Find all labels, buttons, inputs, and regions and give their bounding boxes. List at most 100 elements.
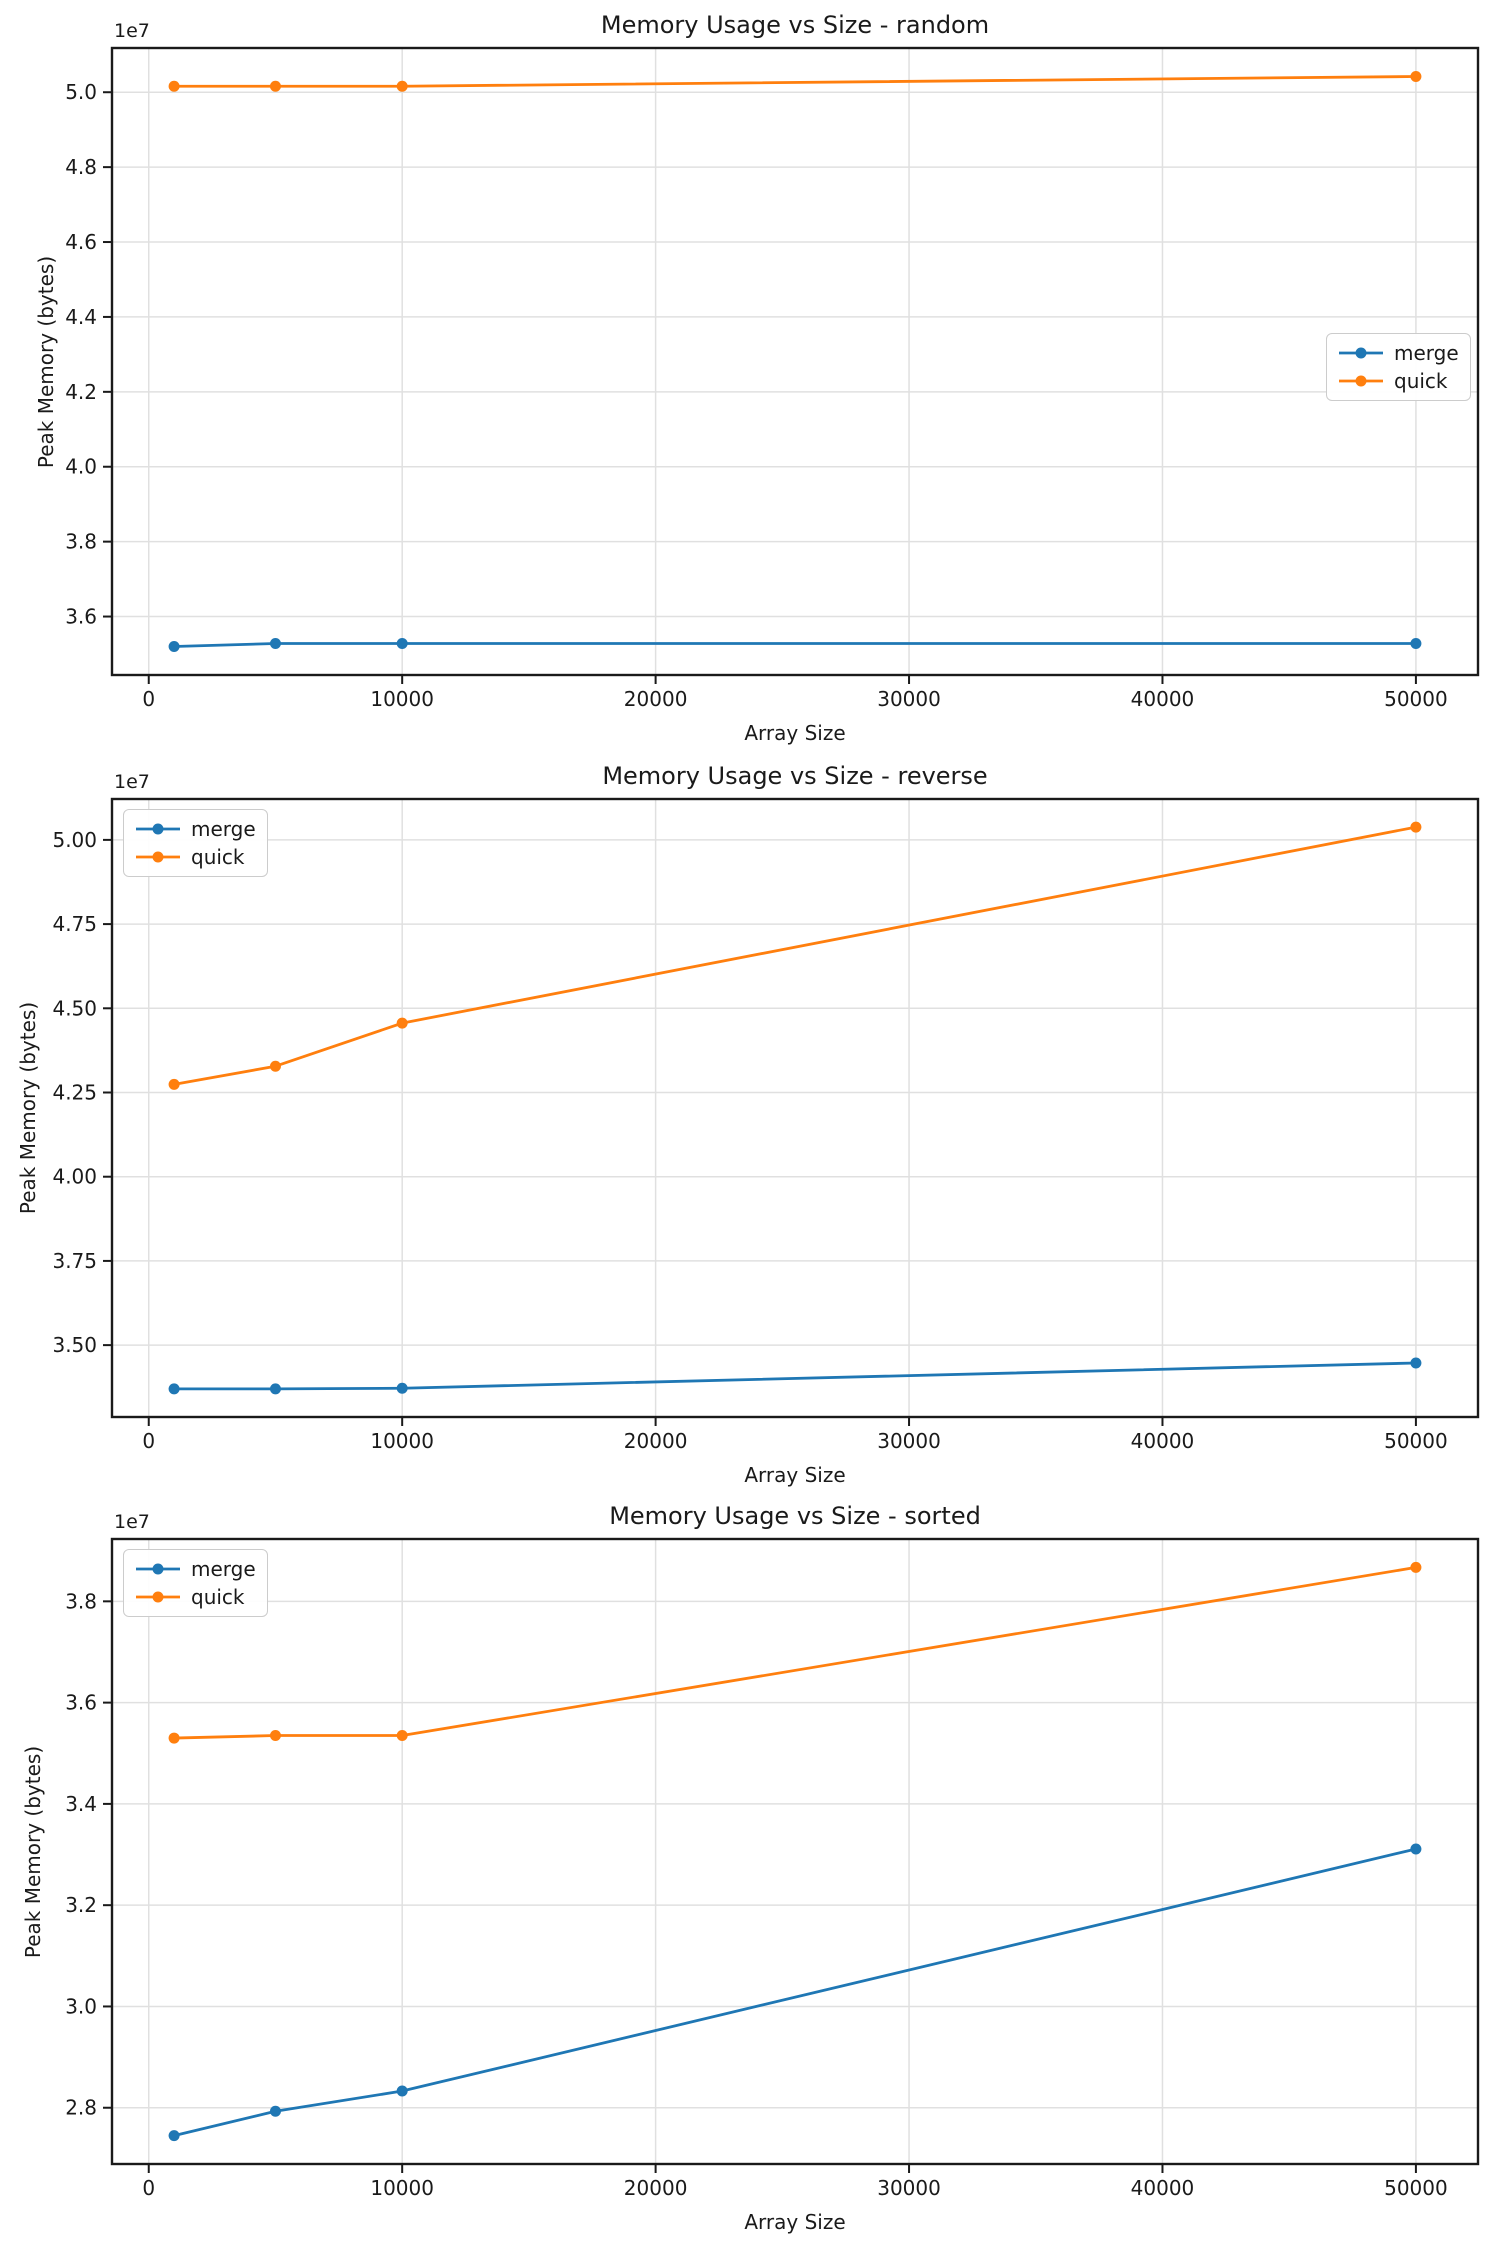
- y-tick-label: 3.6: [65, 605, 97, 629]
- legend-swatch-merge-icon: [136, 823, 180, 835]
- series-quick-2: [168, 1561, 1422, 1744]
- x-tick-label: 50000: [1384, 1429, 1448, 1453]
- legend-label-quick: quick: [1394, 369, 1448, 393]
- data-point-merge: [1410, 1843, 1422, 1855]
- y-tick-label: 4.50: [52, 996, 97, 1020]
- legend-0: merge quick: [1326, 333, 1471, 401]
- x-tick-label: 10000: [370, 2176, 434, 2200]
- chart-title-sorted: Memory Usage vs Size - sorted: [609, 1502, 981, 1530]
- data-point-merge: [396, 1382, 408, 1394]
- legend-item-quick: quick: [135, 843, 256, 871]
- x-tick-label: 40000: [1131, 687, 1195, 711]
- legend-item-merge: merge: [135, 815, 256, 843]
- legend-swatch-quick-icon: [1339, 375, 1383, 387]
- x-tick-label: 40000: [1131, 2176, 1195, 2200]
- x-tick-label: 20000: [624, 1429, 688, 1453]
- legend-label-merge: merge: [191, 1557, 256, 1581]
- legend-swatch-quick-icon: [136, 851, 180, 863]
- data-point-merge: [396, 2085, 408, 2097]
- grid-0: [112, 48, 1478, 675]
- data-point-quick: [269, 80, 281, 92]
- series-merge-2: [168, 1843, 1422, 2142]
- legend-swatch-merge-icon: [1339, 347, 1383, 359]
- y-tick-label: 4.00: [52, 1165, 97, 1189]
- y-tick-label: 3.75: [52, 1249, 97, 1273]
- tick-labels-0: 0 10000 20000 30000 40000 50000 3.6 3.8 4.0 4.2 4.…: [65, 80, 1448, 711]
- y-tick-label: 3.4: [65, 1792, 97, 1816]
- legend-label-quick: quick: [191, 845, 245, 869]
- legend-2: merge quick: [123, 1549, 268, 1617]
- y-tick-label: 4.25: [52, 1081, 97, 1105]
- data-point-merge: [269, 1383, 281, 1395]
- x-tick-label: 30000: [877, 687, 941, 711]
- series-merge-1: [168, 1357, 1422, 1395]
- y-offset-text-reverse: 1e7: [114, 771, 150, 793]
- x-tick-label: 50000: [1384, 2176, 1448, 2200]
- y-tick-label: 4.8: [65, 155, 97, 179]
- y-tick-label: 3.8: [65, 530, 97, 554]
- x-axis-label-reverse: Array Size: [744, 1463, 846, 1487]
- data-point-quick: [396, 1730, 408, 1742]
- y-offset-text-random: 1e7: [114, 20, 150, 42]
- legend-1: merge quick: [123, 809, 268, 877]
- y-tick-label: 4.6: [65, 230, 97, 254]
- grid-2: [112, 1539, 1478, 2164]
- y-tick-label: 3.2: [65, 1893, 97, 1917]
- data-point-merge: [269, 638, 281, 650]
- x-tick-label: 10000: [370, 687, 434, 711]
- y-offset-text-sorted: 1e7: [114, 1511, 150, 1533]
- y-tick-label: 4.2: [65, 380, 97, 404]
- y-tick-label: 5.00: [52, 828, 97, 852]
- y-tick-label: 5.0: [65, 80, 97, 104]
- y-tick-label: 4.75: [52, 912, 97, 936]
- x-tick-label: 30000: [877, 1429, 941, 1453]
- x-tick-label: 20000: [624, 2176, 688, 2200]
- ticks-2: [103, 1600, 1417, 2173]
- data-point-quick: [269, 1060, 281, 1072]
- x-axis-label-random: Array Size: [744, 721, 846, 745]
- grid-1: [112, 799, 1478, 1417]
- data-point-quick: [396, 80, 408, 92]
- x-tick-label: 10000: [370, 1429, 434, 1453]
- data-point-merge: [1410, 638, 1422, 650]
- data-point-merge: [168, 2130, 180, 2142]
- data-point-quick: [1410, 821, 1422, 833]
- y-tick-label: 2.8: [65, 2096, 97, 2120]
- x-axis-label-sorted: Array Size: [744, 2210, 846, 2234]
- y-tick-label: 4.0: [65, 455, 97, 479]
- series-merge-0: [168, 638, 1422, 652]
- legend-swatch-quick-icon: [136, 1591, 180, 1603]
- data-point-merge: [396, 638, 408, 650]
- chart-title-random: Memory Usage vs Size - random: [600, 11, 990, 39]
- y-tick-label: 3.50: [52, 1333, 97, 1357]
- data-point-quick: [1410, 1561, 1422, 1573]
- ticks-0: [103, 91, 1417, 684]
- legend-swatch-merge-icon: [136, 1563, 180, 1575]
- legend-label-merge: merge: [191, 817, 256, 841]
- y-tick-label: 3.6: [65, 1691, 97, 1715]
- y-tick-label: 3.0: [65, 1994, 97, 2018]
- plot-spines-2: [110, 1537, 1480, 2166]
- x-tick-label: 40000: [1131, 1429, 1195, 1453]
- y-tick-label: 4.4: [65, 305, 97, 329]
- plot-spines-0: [110, 46, 1480, 677]
- plot-spines-1: [110, 797, 1480, 1419]
- tick-labels-1: 0 10000 20000 30000 40000 50000 3.50 3.75 4.00 4.…: [52, 828, 1447, 1453]
- data-point-quick: [396, 1017, 408, 1029]
- data-point-merge: [269, 2105, 281, 2117]
- x-tick-label: 20000: [624, 687, 688, 711]
- legend-item-quick: quick: [1338, 367, 1459, 395]
- data-point-merge: [1410, 1357, 1422, 1369]
- y-tick-label: 3.8: [65, 1589, 97, 1613]
- data-point-quick: [168, 1078, 180, 1090]
- data-point-quick: [168, 80, 180, 92]
- ticks-1: [103, 838, 1417, 1426]
- y-axis-label-reverse: Peak Memory (bytes): [16, 1001, 40, 1215]
- data-point-quick: [269, 1730, 281, 1742]
- x-tick-label: 0: [142, 687, 155, 711]
- data-point-merge: [168, 1383, 180, 1395]
- legend-label-merge: merge: [1394, 341, 1459, 365]
- chart-title-reverse: Memory Usage vs Size - reverse: [602, 762, 988, 790]
